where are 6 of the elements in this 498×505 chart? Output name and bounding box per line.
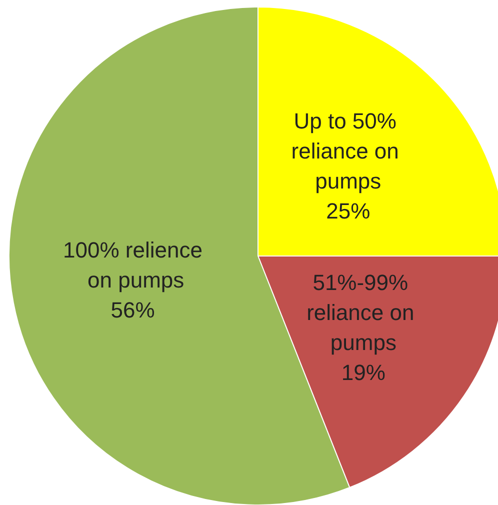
slice-label: 51%-99% reliance on pumps [306, 270, 420, 356]
slice-label: 100% relience on pumps [63, 237, 202, 292]
data-label: 19% [341, 360, 386, 386]
data-label: 25% [326, 198, 370, 224]
slice-label: Up to 50% reliance on pumps [291, 108, 406, 194]
data-label: 56% [110, 297, 155, 322]
